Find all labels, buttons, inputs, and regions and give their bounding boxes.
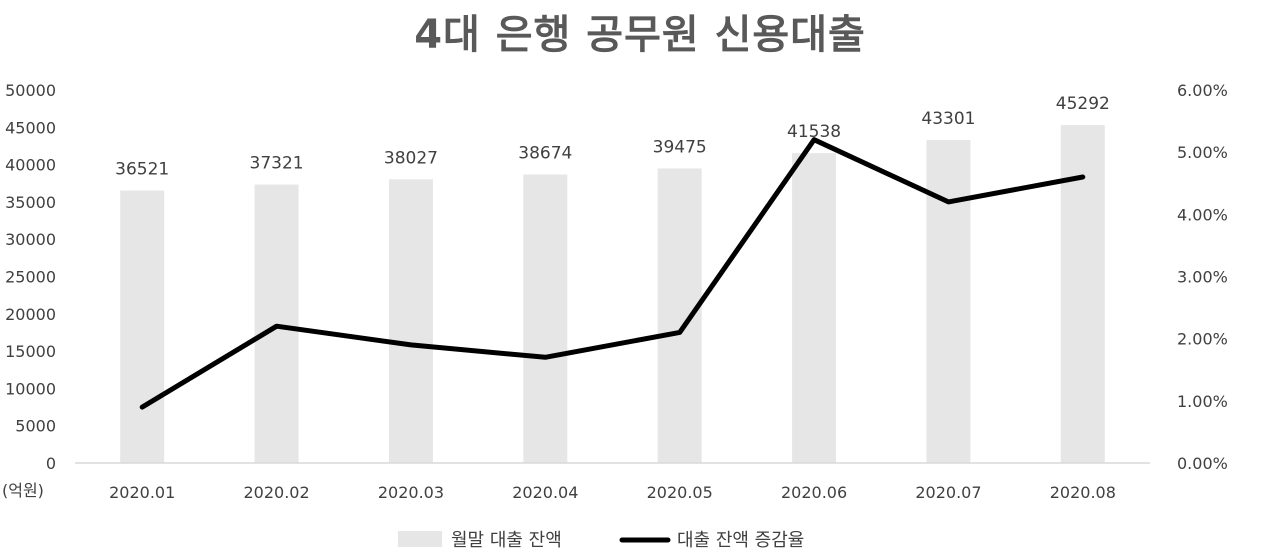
x-tick-label: 2020.03 bbox=[378, 483, 444, 502]
x-tick-label: 2020.04 bbox=[512, 483, 578, 502]
y2-tick-label: 4.00% bbox=[1177, 205, 1228, 224]
y-tick-label: 15000 bbox=[5, 342, 56, 361]
category-axis-ticks: 2020.01 2020.02 2020.03 2020.04 2020.05 2020.… bbox=[109, 483, 1116, 502]
bar bbox=[388, 179, 433, 463]
data-label: 37321 bbox=[250, 154, 304, 174]
bar bbox=[926, 139, 971, 463]
bar bbox=[120, 190, 165, 463]
legend: 월말 대출 잔액 대출 잔액 증감율 bbox=[398, 530, 804, 551]
x-tick-label: 2020.06 bbox=[781, 483, 847, 502]
x-tick-label: 2020.01 bbox=[109, 483, 175, 502]
x-tick-label: 2020.08 bbox=[1050, 483, 1116, 502]
legend-label-bars: 월말 대출 잔액 bbox=[451, 530, 562, 551]
y-tick-label: 10000 bbox=[5, 379, 56, 398]
data-label: 39475 bbox=[653, 138, 707, 158]
y2-tick-label: 6.00% bbox=[1177, 81, 1228, 100]
data-label: 41538 bbox=[787, 122, 841, 142]
line-series bbox=[139, 137, 1086, 410]
data-label: 38027 bbox=[384, 148, 438, 168]
chart-title: 4대 은행 공무원 신용대출 bbox=[414, 12, 866, 58]
bar bbox=[523, 174, 568, 464]
y-tick-label: 50000 bbox=[5, 81, 56, 100]
data-label: 45292 bbox=[1056, 94, 1110, 114]
y2-tick-label: 0.00% bbox=[1177, 454, 1228, 473]
data-label: 43301 bbox=[921, 109, 975, 129]
y-tick-label: 25000 bbox=[5, 268, 56, 287]
y-tick-label: 40000 bbox=[5, 156, 56, 175]
legend-swatch-bars bbox=[398, 531, 442, 547]
right-axis-ticks: 6.00% 5.00% 4.00% 3.00% 2.00% 1.00% 0.00% bbox=[1177, 81, 1228, 473]
bar-series bbox=[120, 125, 1105, 464]
y-unit-label: (억원) bbox=[2, 481, 44, 500]
line-path bbox=[139, 137, 1086, 410]
y-tick-label: 45000 bbox=[5, 118, 56, 137]
x-tick-label: 2020.02 bbox=[243, 483, 309, 502]
data-label: 38674 bbox=[518, 143, 572, 163]
y-tick-label: 30000 bbox=[5, 230, 56, 249]
y2-tick-label: 5.00% bbox=[1177, 143, 1228, 162]
x-tick-label: 2020.07 bbox=[915, 483, 981, 502]
y2-tick-label: 3.00% bbox=[1177, 268, 1228, 287]
left-axis-ticks: 5000045000400003500030000250002000015000… bbox=[5, 81, 56, 473]
legend-label-line: 대출 잔액 증감율 bbox=[677, 530, 804, 551]
bar-data-labels: 36521 37321 38027 38674 39475 41538 43301 45292 bbox=[115, 94, 1110, 179]
y-tick-label: 5000 bbox=[15, 417, 56, 436]
x-tick-label: 2020.05 bbox=[647, 483, 713, 502]
y-tick-label: 20000 bbox=[5, 305, 56, 324]
y2-tick-label: 2.00% bbox=[1177, 330, 1228, 349]
y2-tick-label: 1.00% bbox=[1177, 392, 1228, 411]
bar bbox=[792, 153, 837, 463]
y-tick-label: 0 bbox=[46, 454, 56, 473]
y-tick-label: 35000 bbox=[5, 193, 56, 212]
data-label: 36521 bbox=[115, 160, 169, 180]
bar bbox=[657, 168, 702, 464]
